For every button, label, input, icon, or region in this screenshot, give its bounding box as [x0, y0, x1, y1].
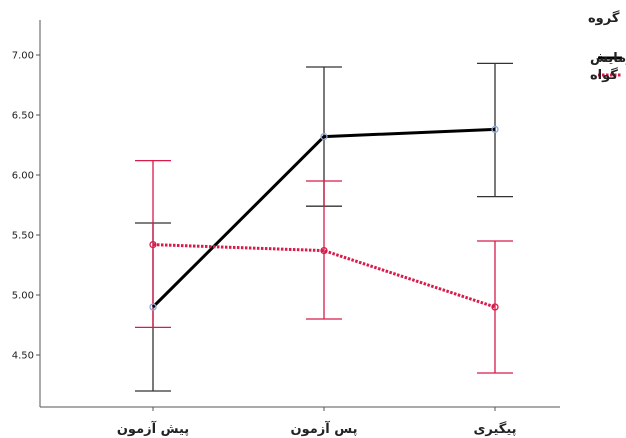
- series-line-1: [151, 127, 496, 309]
- x-category-label: پس آزمون: [290, 420, 357, 437]
- data-point-marker: [149, 303, 157, 311]
- legend-label: گواه: [590, 67, 618, 83]
- y-tick-label: 5.00: [12, 291, 34, 302]
- data-point-marker: [149, 240, 157, 249]
- x-category-label: پیش آزمون: [117, 420, 189, 437]
- y-tick-label: 5.50: [12, 231, 34, 242]
- y-tick-label: 6.00: [12, 171, 34, 182]
- legend: گروه آزمایشگواه: [588, 10, 626, 83]
- data-point-marker: [320, 246, 328, 255]
- data-point-marker: [491, 125, 499, 134]
- error-bars: [135, 62, 513, 392]
- series-lines: [151, 127, 496, 309]
- x-category-label: پیگیری: [473, 421, 516, 437]
- y-tick-label: 6.50: [12, 111, 34, 122]
- data-point-marker: [491, 303, 499, 311]
- axes: 4.50 5.00 5.50 6.00 6.50 7.00 پیش آزمون پس آزمو…: [12, 20, 560, 437]
- legend-label: آزمایش: [590, 49, 626, 66]
- data-point-marker: [320, 132, 328, 141]
- y-tick-label: 4.50: [12, 351, 34, 362]
- data-markers: [149, 125, 499, 311]
- series-line-2: [152, 243, 496, 309]
- legend-title: گروه: [588, 10, 620, 26]
- y-tick-label: 7.00: [12, 51, 34, 62]
